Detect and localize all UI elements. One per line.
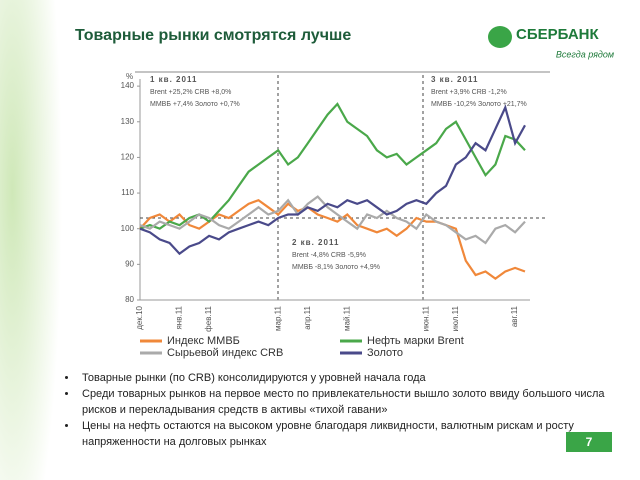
annotation: 1 кв. 2011 (150, 75, 197, 84)
x-tick-label: мар.11 (273, 305, 282, 330)
series-line (139, 195, 526, 245)
annotation: Brent +25,2% CRB +8,0% (150, 89, 231, 96)
page-number: 7 (586, 435, 593, 449)
legend-label: Сырьевой индекс CRB (167, 347, 283, 359)
y-tick-label: 90 (125, 259, 134, 268)
bullet: Цены на нефть остаются на высоком уровне… (78, 418, 618, 450)
y-axis-label: % (126, 72, 133, 81)
series-line (139, 198, 526, 280)
y-tick-label: 80 (125, 295, 134, 304)
annotation: 3 кв. 2011 (431, 75, 478, 84)
series-line (139, 104, 526, 256)
x-tick-label: июл.11 (451, 305, 460, 331)
x-tick-label: авг.11 (510, 305, 519, 327)
annotation: ММВБ +7,4% Золото +0,7% (150, 101, 240, 108)
bullet-list: Товарные рынки (по CRB) консолидируются … (62, 370, 618, 450)
page-box (566, 432, 612, 452)
x-tick-label: май.11 (342, 305, 351, 330)
bullet: Среди товарных рынков на первое место по… (78, 386, 618, 418)
y-tick-label: 100 (121, 224, 135, 233)
annotation: ММВБ -10,2% Золото +21,7% (431, 101, 527, 108)
x-tick-label: дек.10 (135, 305, 144, 329)
y-tick-label: 110 (121, 188, 134, 197)
logo: СБЕРБАНК (516, 26, 599, 43)
x-tick-label: июн.11 (421, 305, 430, 331)
annotation: Brent +3,9% CRB -1,2% (431, 89, 507, 96)
y-tick-label: 140 (121, 81, 135, 90)
x-tick-label: янв.11 (175, 305, 184, 329)
legend-label: Золото (367, 347, 403, 359)
series-line (139, 102, 526, 230)
decoration (0, 0, 62, 480)
x-tick-label: апр.11 (303, 305, 312, 329)
legend-label: Индекс ММВБ (167, 335, 240, 347)
x-tick-label: фев.11 (204, 305, 213, 331)
bullet: Товарные рынки (по CRB) консолидируются … (78, 370, 618, 386)
annotation: ММВБ -8,1% Золото +4,9% (292, 264, 380, 271)
logo-icon (488, 26, 512, 48)
legend-label: Нефть марки Brent (367, 335, 464, 347)
title: Товарные рынки смотрятся лучше (75, 27, 351, 44)
y-tick-label: 120 (121, 153, 135, 162)
slogan: Всегда рядом (556, 49, 614, 59)
annotation: Brent -4,8% CRB -5,9% (292, 252, 366, 259)
y-tick-label: 130 (121, 117, 135, 126)
annotation: 2 кв. 2011 (292, 238, 339, 247)
